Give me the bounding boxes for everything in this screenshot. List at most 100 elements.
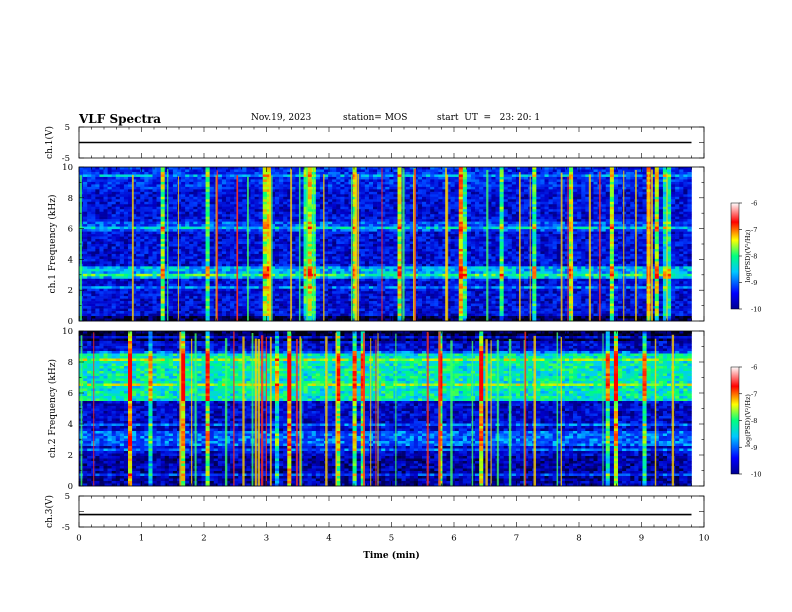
psd-cell bbox=[581, 204, 586, 208]
psd-cell bbox=[520, 194, 525, 198]
psd-cell bbox=[626, 219, 631, 222]
psd-cell bbox=[226, 239, 231, 242]
psd-cell bbox=[181, 181, 186, 185]
psd-cell bbox=[115, 169, 121, 173]
psd-cell bbox=[675, 174, 680, 178]
psd-cell bbox=[466, 244, 472, 247]
psd-cell bbox=[83, 204, 88, 208]
psd-cell bbox=[589, 174, 594, 178]
psd-cell bbox=[315, 226, 321, 230]
psd-cell bbox=[511, 174, 517, 178]
psd-cell bbox=[601, 219, 607, 222]
psd-cell bbox=[409, 191, 415, 195]
psd-cell bbox=[397, 167, 402, 170]
psd-cell bbox=[462, 236, 468, 240]
psd-cell bbox=[181, 246, 186, 250]
psd-cell bbox=[115, 231, 121, 235]
psd-cell bbox=[123, 226, 129, 230]
psd-cell bbox=[540, 244, 545, 247]
psd-cell bbox=[87, 176, 92, 180]
psd-cell bbox=[605, 167, 611, 170]
psd-cell bbox=[111, 201, 117, 205]
psd-cell bbox=[630, 234, 635, 237]
psd-cell bbox=[205, 241, 210, 245]
psd-cell bbox=[564, 196, 570, 200]
psd-cell bbox=[667, 231, 672, 235]
psd-cell bbox=[172, 206, 178, 210]
psd-cell bbox=[319, 196, 325, 200]
psd-cell bbox=[111, 221, 117, 225]
psd-cell bbox=[258, 167, 264, 170]
psd-cell bbox=[197, 186, 202, 190]
psd-cell bbox=[548, 167, 553, 170]
psd-cell bbox=[569, 241, 574, 245]
psd-cell bbox=[434, 199, 439, 203]
psd-cell bbox=[324, 231, 329, 235]
psd-cell bbox=[552, 186, 558, 190]
psd-cell bbox=[348, 221, 353, 225]
psd-cell bbox=[144, 204, 149, 208]
psd-cell bbox=[556, 206, 562, 210]
psd-cell bbox=[185, 216, 190, 220]
psd-cell bbox=[434, 236, 439, 240]
psd-cell bbox=[119, 226, 125, 230]
psd-cell bbox=[270, 231, 276, 235]
psd-cell bbox=[520, 167, 525, 170]
psd-cell bbox=[360, 199, 366, 203]
psd-cell bbox=[422, 209, 427, 213]
psd-cell bbox=[454, 186, 460, 190]
psd-cell bbox=[368, 176, 374, 180]
psd-cell bbox=[536, 244, 541, 247]
psd-cell bbox=[613, 189, 619, 193]
psd-cell bbox=[377, 171, 382, 175]
psd-cell bbox=[250, 219, 255, 222]
psd-cell bbox=[638, 196, 643, 200]
psd-cell bbox=[307, 194, 313, 198]
psd-cell bbox=[324, 216, 329, 220]
psd-cell bbox=[83, 239, 88, 242]
psd-cell bbox=[115, 209, 121, 213]
psd-cell bbox=[156, 206, 161, 210]
psd-cell bbox=[438, 189, 443, 193]
psd-cell bbox=[283, 181, 288, 185]
psd-cell bbox=[426, 167, 431, 170]
psd-cell bbox=[573, 234, 578, 237]
psd-cell bbox=[581, 219, 586, 222]
psd-cell bbox=[336, 236, 341, 240]
psd-cell bbox=[577, 204, 582, 208]
psd-cell bbox=[132, 174, 137, 178]
psd-cell bbox=[450, 181, 455, 185]
psd-cell bbox=[111, 244, 117, 247]
psd-cell bbox=[193, 229, 198, 232]
psd-cell bbox=[499, 216, 504, 220]
psd-cell bbox=[87, 231, 92, 235]
psd-cell bbox=[189, 209, 194, 213]
psd-cell bbox=[283, 226, 288, 230]
psd-cell bbox=[209, 236, 215, 240]
psd-cell bbox=[466, 199, 472, 203]
psd-cell bbox=[307, 236, 313, 240]
psd-cell bbox=[532, 196, 537, 200]
psd-cell bbox=[132, 234, 137, 237]
psd-cell bbox=[291, 201, 296, 205]
psd-cell bbox=[471, 239, 476, 242]
psd-cell bbox=[164, 176, 170, 180]
psd-cell bbox=[426, 226, 431, 230]
psd-cell bbox=[589, 191, 594, 195]
psd-cell bbox=[234, 221, 239, 225]
psd-cell bbox=[642, 216, 647, 220]
psd-cell bbox=[287, 216, 292, 220]
psd-cell bbox=[140, 201, 145, 205]
psd-cell bbox=[185, 167, 190, 170]
psd-cell bbox=[205, 206, 210, 210]
psd-cell bbox=[283, 231, 288, 235]
psd-cell bbox=[577, 167, 582, 170]
psd-cell bbox=[626, 184, 631, 188]
psd-cell bbox=[136, 189, 141, 193]
psd-cell bbox=[344, 191, 349, 195]
psd-cell bbox=[495, 219, 500, 222]
psd-cell bbox=[295, 201, 300, 205]
psd-cell bbox=[254, 186, 259, 190]
psd-cell bbox=[136, 206, 141, 210]
psd-cell bbox=[495, 229, 500, 232]
